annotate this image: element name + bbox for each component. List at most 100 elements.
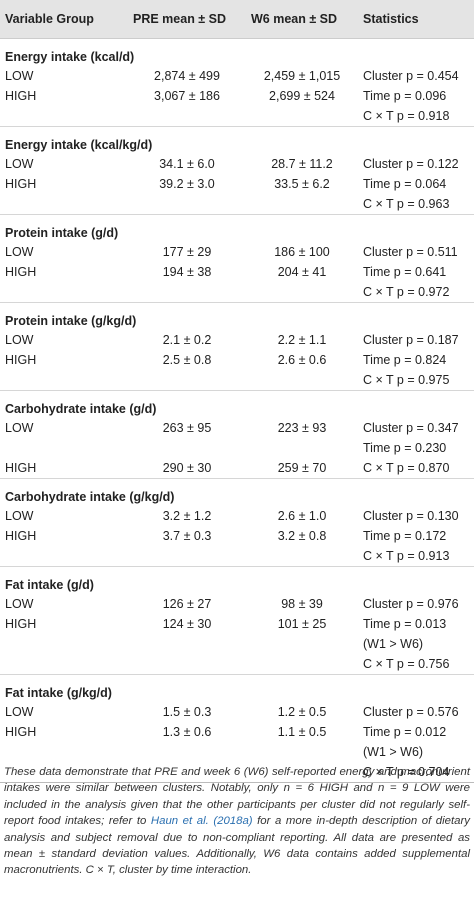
group-cell [0,634,128,654]
stats-cell: C × T p = 0.704 [358,762,474,783]
stats-cell: Time p = 0.096 [363,89,447,103]
column-header: PRE mean ± SD [128,0,246,39]
group-cell: LOW [5,421,34,435]
table-body: Energy intake (kcal/d) LOW 2,874 ± 499 2,45… [0,38,474,783]
pre-cell: 2.5 ± 0.8 [162,353,212,367]
pre-cell [128,742,246,762]
header-row: Variable Group PRE mean ± SD W6 mean ± SD S… [0,0,474,39]
group-cell [0,654,128,675]
w6-cell: 101 ± 25 [277,617,327,631]
data-row: LOW 1.5 ± 0.3 1.2 ± 0.5 Cluster p = 0.576 [0,702,474,722]
data-row: LOW 263 ± 95 223 ± 93 Cluster p = 0.347 [0,418,474,438]
pre-cell [128,282,246,303]
stats-cell: C × T p = 0.975 [363,373,450,387]
data-row: HIGH 194 ± 38 204 ± 41 Time p = 0.641 [0,262,474,282]
group-cell: HIGH [5,177,37,191]
data-row: LOW 2.1 ± 0.2 2.2 ± 1.1 Cluster p = 0.187 [0,330,474,350]
pre-cell [128,762,246,783]
w6-cell [246,762,358,783]
stats-cell: Time p = 0.012 [363,725,447,739]
pre-cell: 39.2 ± 3.0 [159,177,215,191]
stats-cell: Cluster p = 0.347 [363,421,459,435]
column-header: Statistics [358,0,474,39]
data-row: C × T p = 0.975 [0,370,474,391]
data-row: HIGH 1.3 ± 0.6 1.1 ± 0.5 Time p = 0.012 [0,722,474,742]
data-row: HIGH 124 ± 30 101 ± 25 Time p = 0.013 [0,614,474,634]
pre-cell: 124 ± 30 [162,617,212,631]
stats-cell: Time p = 0.013 [363,617,447,631]
data-row: LOW 3.2 ± 1.2 2.6 ± 1.0 Cluster p = 0.130 [0,506,474,526]
w6-cell: 1.1 ± 0.5 [277,725,327,739]
column-header: W6 mean ± SD [246,0,358,39]
stats-cell: C × T p = 0.918 [363,109,450,123]
pre-cell: 3.2 ± 1.2 [162,509,212,523]
pre-cell [128,194,246,215]
group-cell: HIGH [5,89,37,103]
group-title-row: Carbohydrate intake (g/kg/d) [0,478,474,506]
stats-cell: Cluster p = 0.511 [363,245,458,259]
data-row: (W1 > W6) [0,742,474,762]
data-row: C × T p = 0.918 [0,106,474,127]
group-cell [0,546,128,567]
group-title: Protein intake (g/kg/d) [0,302,474,330]
w6-cell: 33.5 ± 6.2 [274,177,330,191]
w6-cell [246,194,358,215]
w6-cell: 2,459 ± 1,015 [263,69,341,83]
group-title: Energy intake (kcal/kg/d) [0,126,474,154]
w6-cell: 2.6 ± 0.6 [277,353,327,367]
group-cell: HIGH [5,617,37,631]
pre-cell: 1.5 ± 0.3 [162,705,212,719]
group-cell: LOW [5,333,34,347]
stats-cell: Time p = 0.641 [363,265,447,279]
data-row: (W1 > W6) [0,634,474,654]
pre-cell: 126 ± 27 [162,597,212,611]
group-cell: HIGH [5,353,37,367]
w6-cell [246,634,358,654]
stats-cell: C × T p = 0.963 [363,197,450,211]
stats-cell: Cluster p = 0.130 [363,509,459,523]
pre-cell: 177 ± 29 [162,245,212,259]
w6-cell: 186 ± 100 [274,245,330,259]
pre-cell [128,370,246,391]
data-row: HIGH 3.7 ± 0.3 3.2 ± 0.8 Time p = 0.172 [0,526,474,546]
group-cell: LOW [5,509,34,523]
pre-cell [128,438,246,458]
w6-cell: 98 ± 39 [281,597,323,611]
pre-cell: 2.1 ± 0.2 [162,333,212,347]
group-title: Fat intake (g/d) [0,566,474,594]
w6-cell [246,370,358,391]
group-title-row: Protein intake (g/kg/d) [0,302,474,330]
group-title: Protein intake (g/d) [0,214,474,242]
w6-cell: 28.7 ± 11.2 [271,157,333,171]
stats-cell: (W1 > W6) [363,637,424,651]
data-row: C × T p = 0.756 [0,654,474,675]
reference-link[interactable]: Haun et al. (2018a) [150,815,253,828]
group-title: Carbohydrate intake (g/kg/d) [0,478,474,506]
w6-cell [246,438,358,458]
group-cell: LOW [5,705,34,719]
pre-cell: 2,874 ± 499 [154,69,220,83]
data-row: C × T p = 0.972 [0,282,474,303]
group-cell: LOW [5,245,34,259]
group-cell [0,762,128,783]
group-cell: HIGH [5,461,37,475]
data-table: Variable Group PRE mean ± SD W6 mean ± SD S… [0,0,474,783]
stats-cell: C × T p = 0.972 [363,285,450,299]
stats-cell: Time p = 0.824 [363,353,447,367]
w6-cell: 204 ± 41 [277,265,327,279]
group-title-row: Fat intake (g/kg/d) [0,674,474,702]
w6-cell [246,546,358,567]
stats-cell: C × T p = 0.870 [363,461,450,475]
w6-cell: 2.6 ± 1.0 [277,509,327,523]
stats-cell: C × T p = 0.913 [363,549,450,563]
group-title-row: Energy intake (kcal/kg/d) [0,126,474,154]
data-row: HIGH 290 ± 30 259 ± 70 C × T p = 0.870 [0,458,474,479]
group-title: Carbohydrate intake (g/d) [0,390,474,418]
data-row: Time p = 0.230 [0,438,474,458]
pre-cell: 1.3 ± 0.6 [162,725,212,739]
stats-cell: Time p = 0.172 [363,529,447,543]
footnote-text: These data demonstrate that PRE and week… [4,766,470,828]
pre-cell [128,654,246,675]
group-cell [0,742,128,762]
